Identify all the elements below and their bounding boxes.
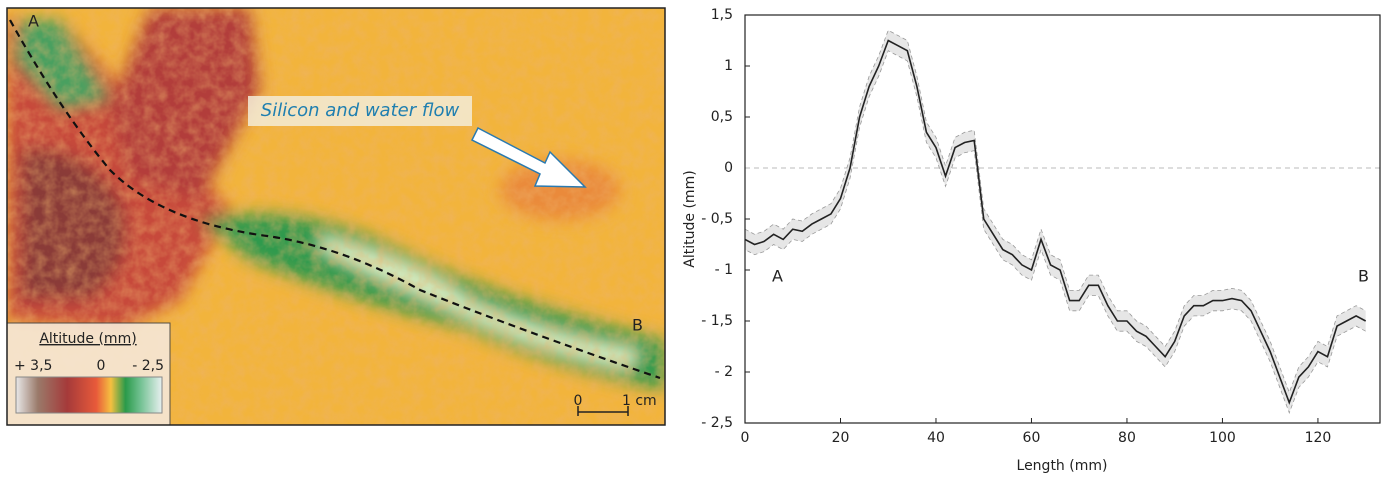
y-tick-label: - 2 (715, 364, 733, 380)
legend-max: + 3,5 (14, 358, 52, 374)
end-annotation: B (1358, 267, 1369, 286)
upper-bound (744, 29, 1366, 394)
lower-bound (744, 50, 1366, 414)
y-tick-label: - 0,5 (701, 211, 733, 227)
legend-colorbar (15, 376, 163, 414)
y-tick-label: - 2,5 (701, 415, 733, 431)
scale-start: 0 (574, 393, 583, 409)
y-tick-label: 1 (724, 58, 733, 74)
plot-frame (744, 14, 1381, 424)
x-tick-label: 60 (1023, 430, 1041, 446)
y-tick-label: - 1 (715, 262, 733, 278)
x-axis-label: Length (mm) (1017, 458, 1108, 474)
x-tick-label: 100 (1209, 430, 1236, 446)
y-tick-label: 0,5 (711, 109, 733, 125)
start-annotation: A (772, 267, 783, 286)
x-tick-label: 120 (1305, 430, 1332, 446)
x-tick-label: 0 (741, 430, 750, 446)
profile-line (744, 39, 1367, 405)
map: Silicon and water flow A B Altitude (mm)… (6, 7, 666, 426)
y-axis-label: Altitude (mm) (682, 170, 698, 267)
flow-annotation: Silicon and water flow (261, 100, 460, 121)
legend-mid: 0 (97, 358, 106, 374)
uncertainty-band (745, 30, 1366, 413)
point-b: B (632, 316, 643, 335)
point-a: A (28, 12, 39, 31)
y-tick-label: - 1,5 (701, 313, 733, 329)
y-tick-label: 0 (724, 160, 733, 176)
x-tick-label: 40 (927, 430, 945, 446)
scale-end: 1 cm (622, 393, 657, 409)
x-tick-label: 80 (1118, 430, 1136, 446)
legend-min: - 2,5 (132, 358, 164, 374)
y-tick-label: 1,5 (711, 7, 733, 23)
x-tick-label: 20 (832, 430, 850, 446)
legend-title: Altitude (mm) (39, 331, 136, 347)
